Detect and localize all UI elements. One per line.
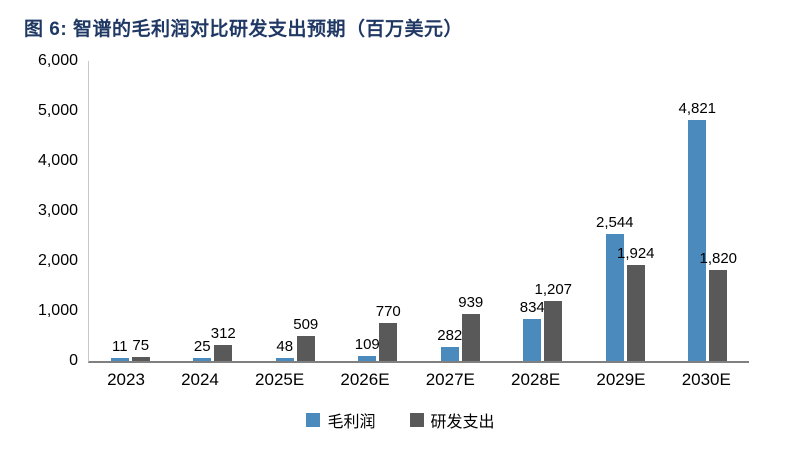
bar-gross-profit: 282 [437, 327, 462, 361]
bar-group: 282 939 [437, 294, 483, 361]
legend: 毛利润 研发支出 [0, 408, 801, 432]
value-label: 4,821 [678, 99, 717, 117]
bar-group: 4,821 1,820 [678, 100, 737, 361]
bar-rnd-spend: 939 [458, 294, 483, 361]
y-tick-label: 2,000 [37, 252, 78, 269]
value-label: 1,207 [534, 280, 573, 298]
x-tick-label: 2024 [181, 370, 219, 389]
bar-group: 2,544 1,924 [596, 214, 655, 361]
x-tick-label: 2030E [681, 370, 731, 389]
legend-item-gross-profit: 毛利润 [306, 408, 376, 432]
bar-gross-profit: 4,821 [678, 100, 716, 361]
bar-rnd-spend: 509 [293, 316, 318, 361]
y-tick-label: 3,000 [37, 202, 78, 219]
value-label: 939 [458, 294, 484, 312]
legend-item-rnd-spend: 研发支出 [409, 408, 495, 432]
bar-gross-profit: 11 [110, 338, 129, 361]
bar-chart: 0 1,000 2,000 3,000 4,000 5,000 6,000 11 75 25 31… [24, 52, 801, 369]
value-label: 11 [111, 338, 128, 355]
x-tick-label: 2029E [596, 370, 646, 389]
bar-rnd-spend: 1,820 [699, 250, 737, 361]
x-tick-label: 2026E [340, 370, 390, 389]
legend-swatch-icon [306, 413, 321, 427]
bar-rnd-spend: 75 [131, 337, 150, 361]
bar-gross-profit: 834 [520, 299, 545, 361]
plot-area: 11 75 25 312 48 509 109 770 282 939 834 1,207 2,544 1… [88, 61, 749, 363]
y-tick-label: 4,000 [37, 152, 78, 169]
bar-gross-profit: 48 [275, 338, 294, 361]
value-label: 770 [375, 302, 401, 320]
x-tick-label: 2027E [425, 370, 475, 389]
bar-group: 25 312 [193, 325, 236, 361]
y-axis: 0 1,000 2,000 3,000 4,000 5,000 6,000 [24, 52, 88, 369]
x-axis: 2023 2024 2025E 2026E 2027E 2028E 2029E 2030E [89, 370, 749, 390]
y-tick-label: 6,000 [37, 52, 78, 69]
value-label: 75 [132, 337, 150, 355]
x-tick-label: 2025E [255, 370, 305, 389]
bar-gross-profit: 109 [355, 336, 380, 361]
value-label: 109 [354, 335, 380, 353]
bar-rnd-spend: 1,207 [534, 281, 572, 361]
legend-swatch-icon [409, 413, 424, 427]
bar-rnd-spend: 312 [211, 325, 236, 361]
y-tick-label: 5,000 [37, 102, 78, 119]
bar-gross-profit: 25 [193, 338, 212, 361]
x-tick-label: 2023 [107, 370, 145, 389]
bar-rnd-spend: 1,924 [617, 245, 655, 361]
bar-gross-profit: 2,544 [596, 214, 634, 361]
x-tick-label: 2028E [511, 370, 561, 389]
y-tick-label: 1,000 [37, 302, 78, 319]
legend-label: 毛利润 [327, 414, 376, 431]
value-label: 25 [193, 338, 211, 355]
bar-group: 11 75 [110, 337, 150, 361]
value-label: 834 [519, 299, 545, 317]
bar-group: 48 509 [275, 316, 318, 361]
legend-label: 研发支出 [430, 414, 495, 431]
chart-title: 图 6: 智谱的毛利润对比研发支出预期（百万美元） [24, 19, 463, 40]
value-label: 1,820 [699, 250, 738, 267]
value-label: 1,924 [616, 244, 655, 262]
value-label: 509 [293, 315, 319, 333]
y-tick-label: 0 [69, 352, 78, 369]
bar-rnd-spend: 770 [376, 303, 401, 361]
bar-group: 109 770 [355, 303, 401, 361]
value-label: 2,544 [595, 213, 634, 231]
bar-group: 834 1,207 [520, 281, 572, 361]
value-label: 48 [276, 338, 294, 355]
value-label: 282 [437, 326, 463, 344]
value-label: 312 [210, 325, 236, 343]
